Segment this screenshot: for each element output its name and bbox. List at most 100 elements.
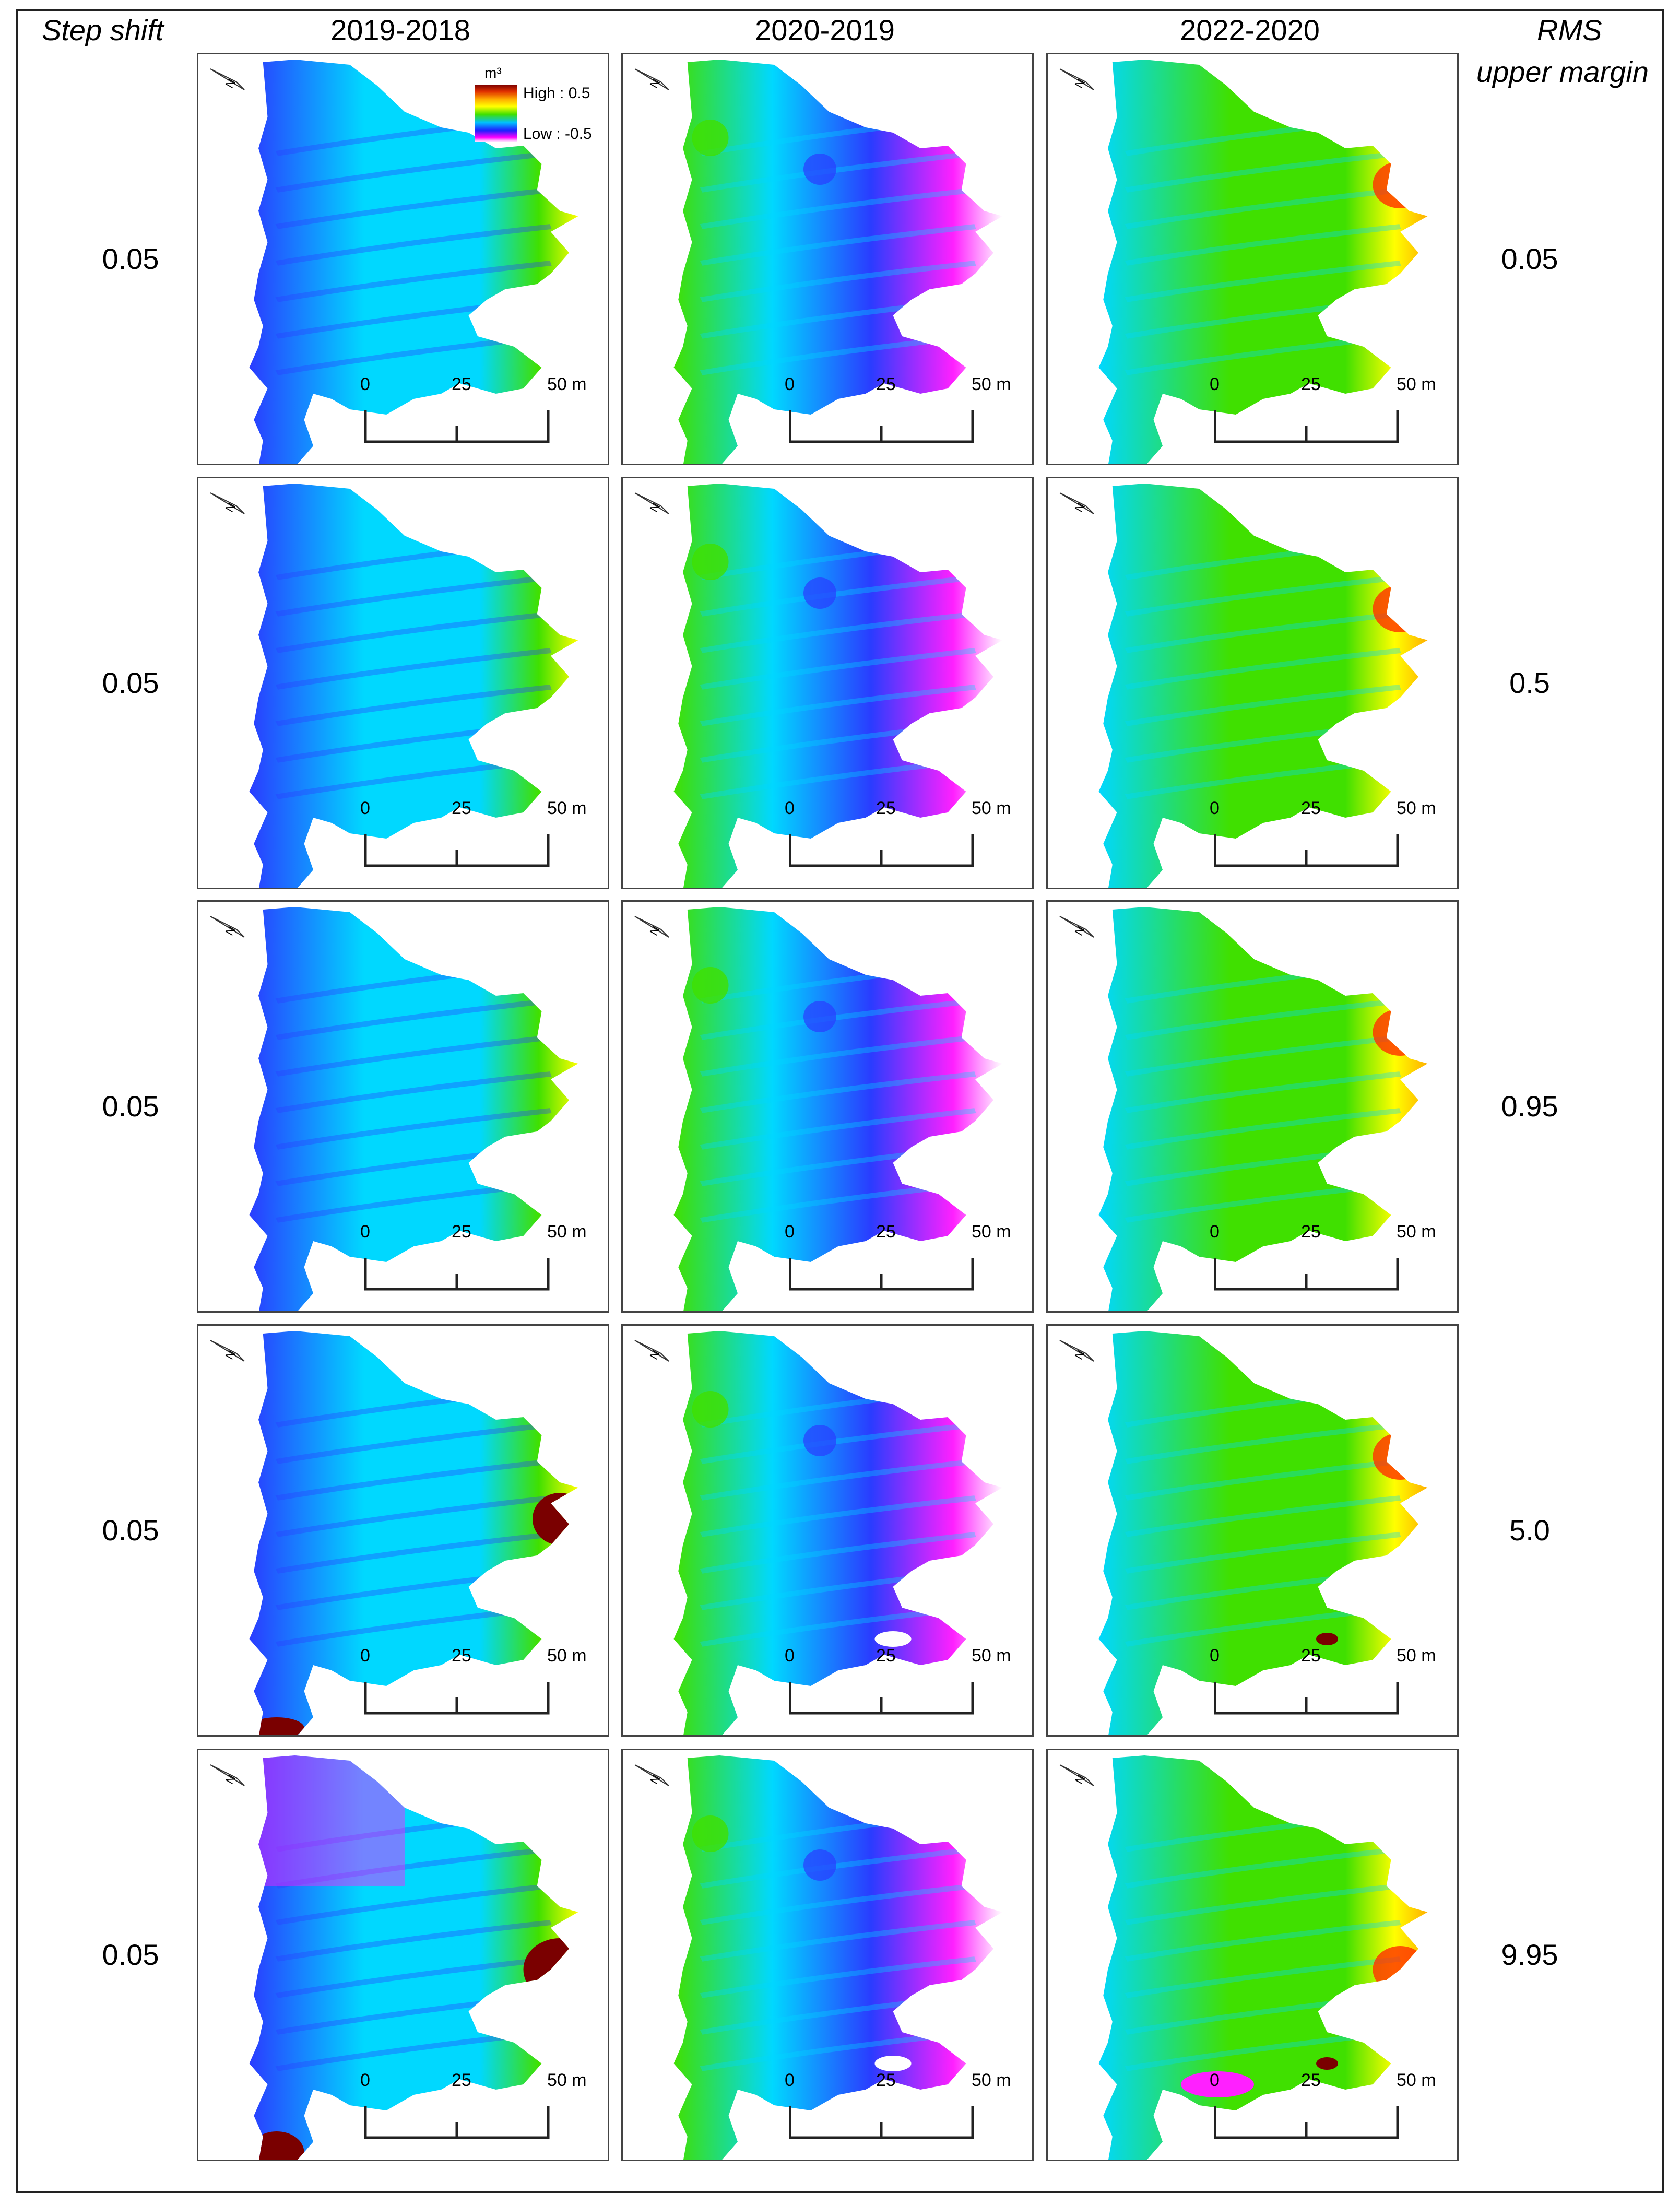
step-shift-value: 0.05 [102,1514,159,1547]
step-shift-value: 0.05 [102,1090,159,1123]
rms-upper-margin-value: 0.5 [1509,666,1550,699]
north-arrow-icon: N [634,68,669,90]
scale-label: 0 [785,2070,795,2090]
scale-bar: 0 25 50 m [360,374,587,452]
scale-label: 0 [360,374,370,394]
map-panel-2022-2020: N 0 25 50 m [1046,53,1459,465]
scale-label: 25 [876,1222,896,1242]
map-panel-2020-2019: N 0 25 50 m [621,900,1034,1313]
scale-label: 25 [1301,1222,1321,1242]
scale-label: 50 m [1397,1222,1436,1242]
difference-map-area [673,907,1003,1311]
scale-label: 50 m [972,1222,1011,1242]
difference-map-area [1098,1331,1428,1735]
difference-map-area [1098,60,1428,464]
scale-bar: 0 25 50 m [1210,2070,1436,2148]
scale-label: 0 [360,798,370,818]
step-shift-header: Step shift [42,14,164,46]
map-panel-2019-2018: N 0 25 50 m [197,1324,609,1737]
map-panel-2022-2020: N 0 25 50 m [1046,1324,1459,1737]
scale-label: 25 [1301,798,1321,818]
map-panel-2019-2018: N 0 25 50 m [197,477,609,889]
north-arrow-icon: N [634,916,669,938]
scale-label: 50 m [547,1646,587,1666]
scale-label: 25 [876,374,896,394]
legend-low-label: Low : -0.5 [523,125,592,143]
scale-label: 25 [1301,2070,1321,2090]
rms-header-line1: RMS [1537,14,1602,46]
scale-label: 25 [1301,1646,1321,1666]
scale-label: 50 m [547,2070,587,2090]
scale-label: 0 [1210,1646,1220,1666]
difference-map-area [249,1755,578,2160]
figure-frame [16,9,1664,2193]
scale-label: 0 [1210,798,1220,818]
scale-label: 50 m [547,1222,587,1242]
map-panel-2022-2020: N 0 25 50 m [1046,477,1459,889]
scale-label: 0 [1210,1222,1220,1242]
scale-bar: 0 25 50 m [785,1645,1011,1724]
step-shift-value: 0.05 [102,242,159,275]
north-arrow-icon: N [1059,68,1094,90]
rms-upper-margin-value: 0.05 [1501,242,1558,275]
scale-label: 50 m [1397,2070,1436,2090]
step-shift-value: 0.05 [102,1938,159,1971]
scale-label: 50 m [972,2070,1011,2090]
scale-bar: 0 25 50 m [785,798,1011,876]
scale-bar: 0 25 50 m [360,1221,587,1300]
north-arrow-icon: N [1059,1340,1094,1362]
scale-bar: 0 25 50 m [360,1645,587,1724]
color-legend: m³ High : 0.5 Low : -0.5 [475,65,606,154]
map-panel-2020-2019: N 0 25 50 m [621,1749,1034,2161]
scale-bar: 0 25 50 m [360,798,587,876]
scale-bar: 0 25 50 m [785,2070,1011,2148]
rms-upper-margin-value: 5.0 [1509,1514,1550,1547]
scale-label: 25 [876,798,896,818]
scale-label: 25 [452,374,471,394]
scale-label: 50 m [1397,798,1436,818]
north-arrow-icon: N [210,492,245,514]
difference-map-area [1098,1755,1428,2160]
rms-header-line2: upper margin [1476,55,1649,88]
scale-label: 0 [785,1222,795,1242]
map-panel-2020-2019: N 0 25 50 m [621,53,1034,465]
scale-bar: 0 25 50 m [1210,798,1436,876]
map-panel-2022-2020: N 0 25 50 m [1046,900,1459,1313]
scale-label: 25 [876,1646,896,1666]
scale-bar: 0 25 50 m [1210,1221,1436,1300]
scale-label: 50 m [972,798,1011,818]
north-arrow-icon: N [210,1340,245,1362]
scale-label: 0 [785,1646,795,1666]
scale-label: 50 m [972,1646,1011,1666]
column-title-1: 2019-2018 [330,14,470,46]
difference-map-area [1098,484,1428,888]
north-arrow-icon: N [210,68,245,90]
scale-label: 0 [360,2070,370,2090]
scale-bar: 0 25 50 m [360,2070,587,2148]
scale-label: 50 m [547,798,587,818]
north-arrow-icon: N [1059,492,1094,514]
north-arrow-icon: N [1059,1764,1094,1786]
north-arrow-icon: N [210,916,245,938]
difference-map-area [249,907,578,1311]
map-panel-2019-2018: N 0 25 50 m [197,1749,609,2161]
column-title-2: 2020-2019 [755,14,895,46]
scale-label: 25 [876,2070,896,2090]
legend-color-ramp [475,85,517,142]
north-arrow-icon: N [634,1764,669,1786]
scale-label: 25 [452,798,471,818]
scale-label: 50 m [1397,1646,1436,1666]
map-panel-2019-2018: N 0 25 50 m m³ High : 0.5 Low : -0.5 [197,53,609,465]
scale-label: 50 m [972,374,1011,394]
map-panel-2019-2018: N 0 25 50 m [197,900,609,1313]
legend-unit: m³ [484,65,502,81]
difference-map-area [673,1331,1003,1735]
step-shift-value: 0.05 [102,666,159,699]
difference-map-area [673,1755,1003,2160]
difference-map-area [673,484,1003,888]
scale-bar: 0 25 50 m [1210,374,1436,452]
rms-upper-margin-value: 9.95 [1501,1938,1558,1971]
map-panel-2022-2020: N 0 25 50 m [1046,1749,1459,2161]
map-panel-2020-2019: N 0 25 50 m [621,477,1034,889]
north-arrow-icon: N [210,1764,245,1786]
